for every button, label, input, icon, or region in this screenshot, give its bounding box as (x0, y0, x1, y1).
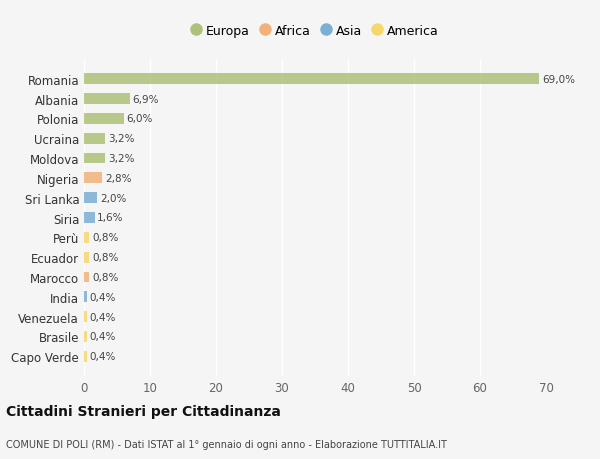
Bar (84, 331, 86, 342)
Bar (84, 173, 103, 184)
Text: 2,0%: 2,0% (100, 193, 126, 203)
Text: 0,4%: 0,4% (89, 332, 116, 342)
Text: COMUNE DI POLI (RM) - Dati ISTAT al 1° gennaio di ogni anno - Elaborazione TUTTI: COMUNE DI POLI (RM) - Dati ISTAT al 1° g… (6, 440, 447, 449)
Bar (84, 114, 124, 124)
Text: 0,8%: 0,8% (92, 252, 118, 263)
Bar (84, 213, 95, 224)
Bar (84, 272, 89, 283)
Text: 0,8%: 0,8% (92, 272, 118, 282)
Text: 6,9%: 6,9% (132, 94, 158, 104)
Bar (84, 153, 105, 164)
Bar (84, 134, 105, 144)
Bar (84, 193, 97, 204)
Bar (84, 351, 86, 362)
Text: 0,4%: 0,4% (89, 352, 116, 362)
Text: 6,0%: 6,0% (126, 114, 152, 124)
Text: 2,8%: 2,8% (105, 174, 131, 184)
Text: 3,2%: 3,2% (108, 134, 134, 144)
Bar (84, 94, 130, 105)
Bar (84, 312, 86, 322)
Bar (84, 252, 89, 263)
Text: 69,0%: 69,0% (542, 74, 575, 84)
Bar (84, 232, 89, 243)
Text: 0,8%: 0,8% (92, 233, 118, 243)
Text: 1,6%: 1,6% (97, 213, 124, 223)
Bar (84, 292, 86, 302)
Text: 0,4%: 0,4% (89, 312, 116, 322)
Legend: Europa, Africa, Asia, America: Europa, Africa, Asia, America (191, 25, 439, 38)
Bar (84, 74, 539, 85)
Text: Cittadini Stranieri per Cittadinanza: Cittadini Stranieri per Cittadinanza (6, 404, 281, 419)
Text: 3,2%: 3,2% (108, 154, 134, 164)
Text: 0,4%: 0,4% (89, 292, 116, 302)
